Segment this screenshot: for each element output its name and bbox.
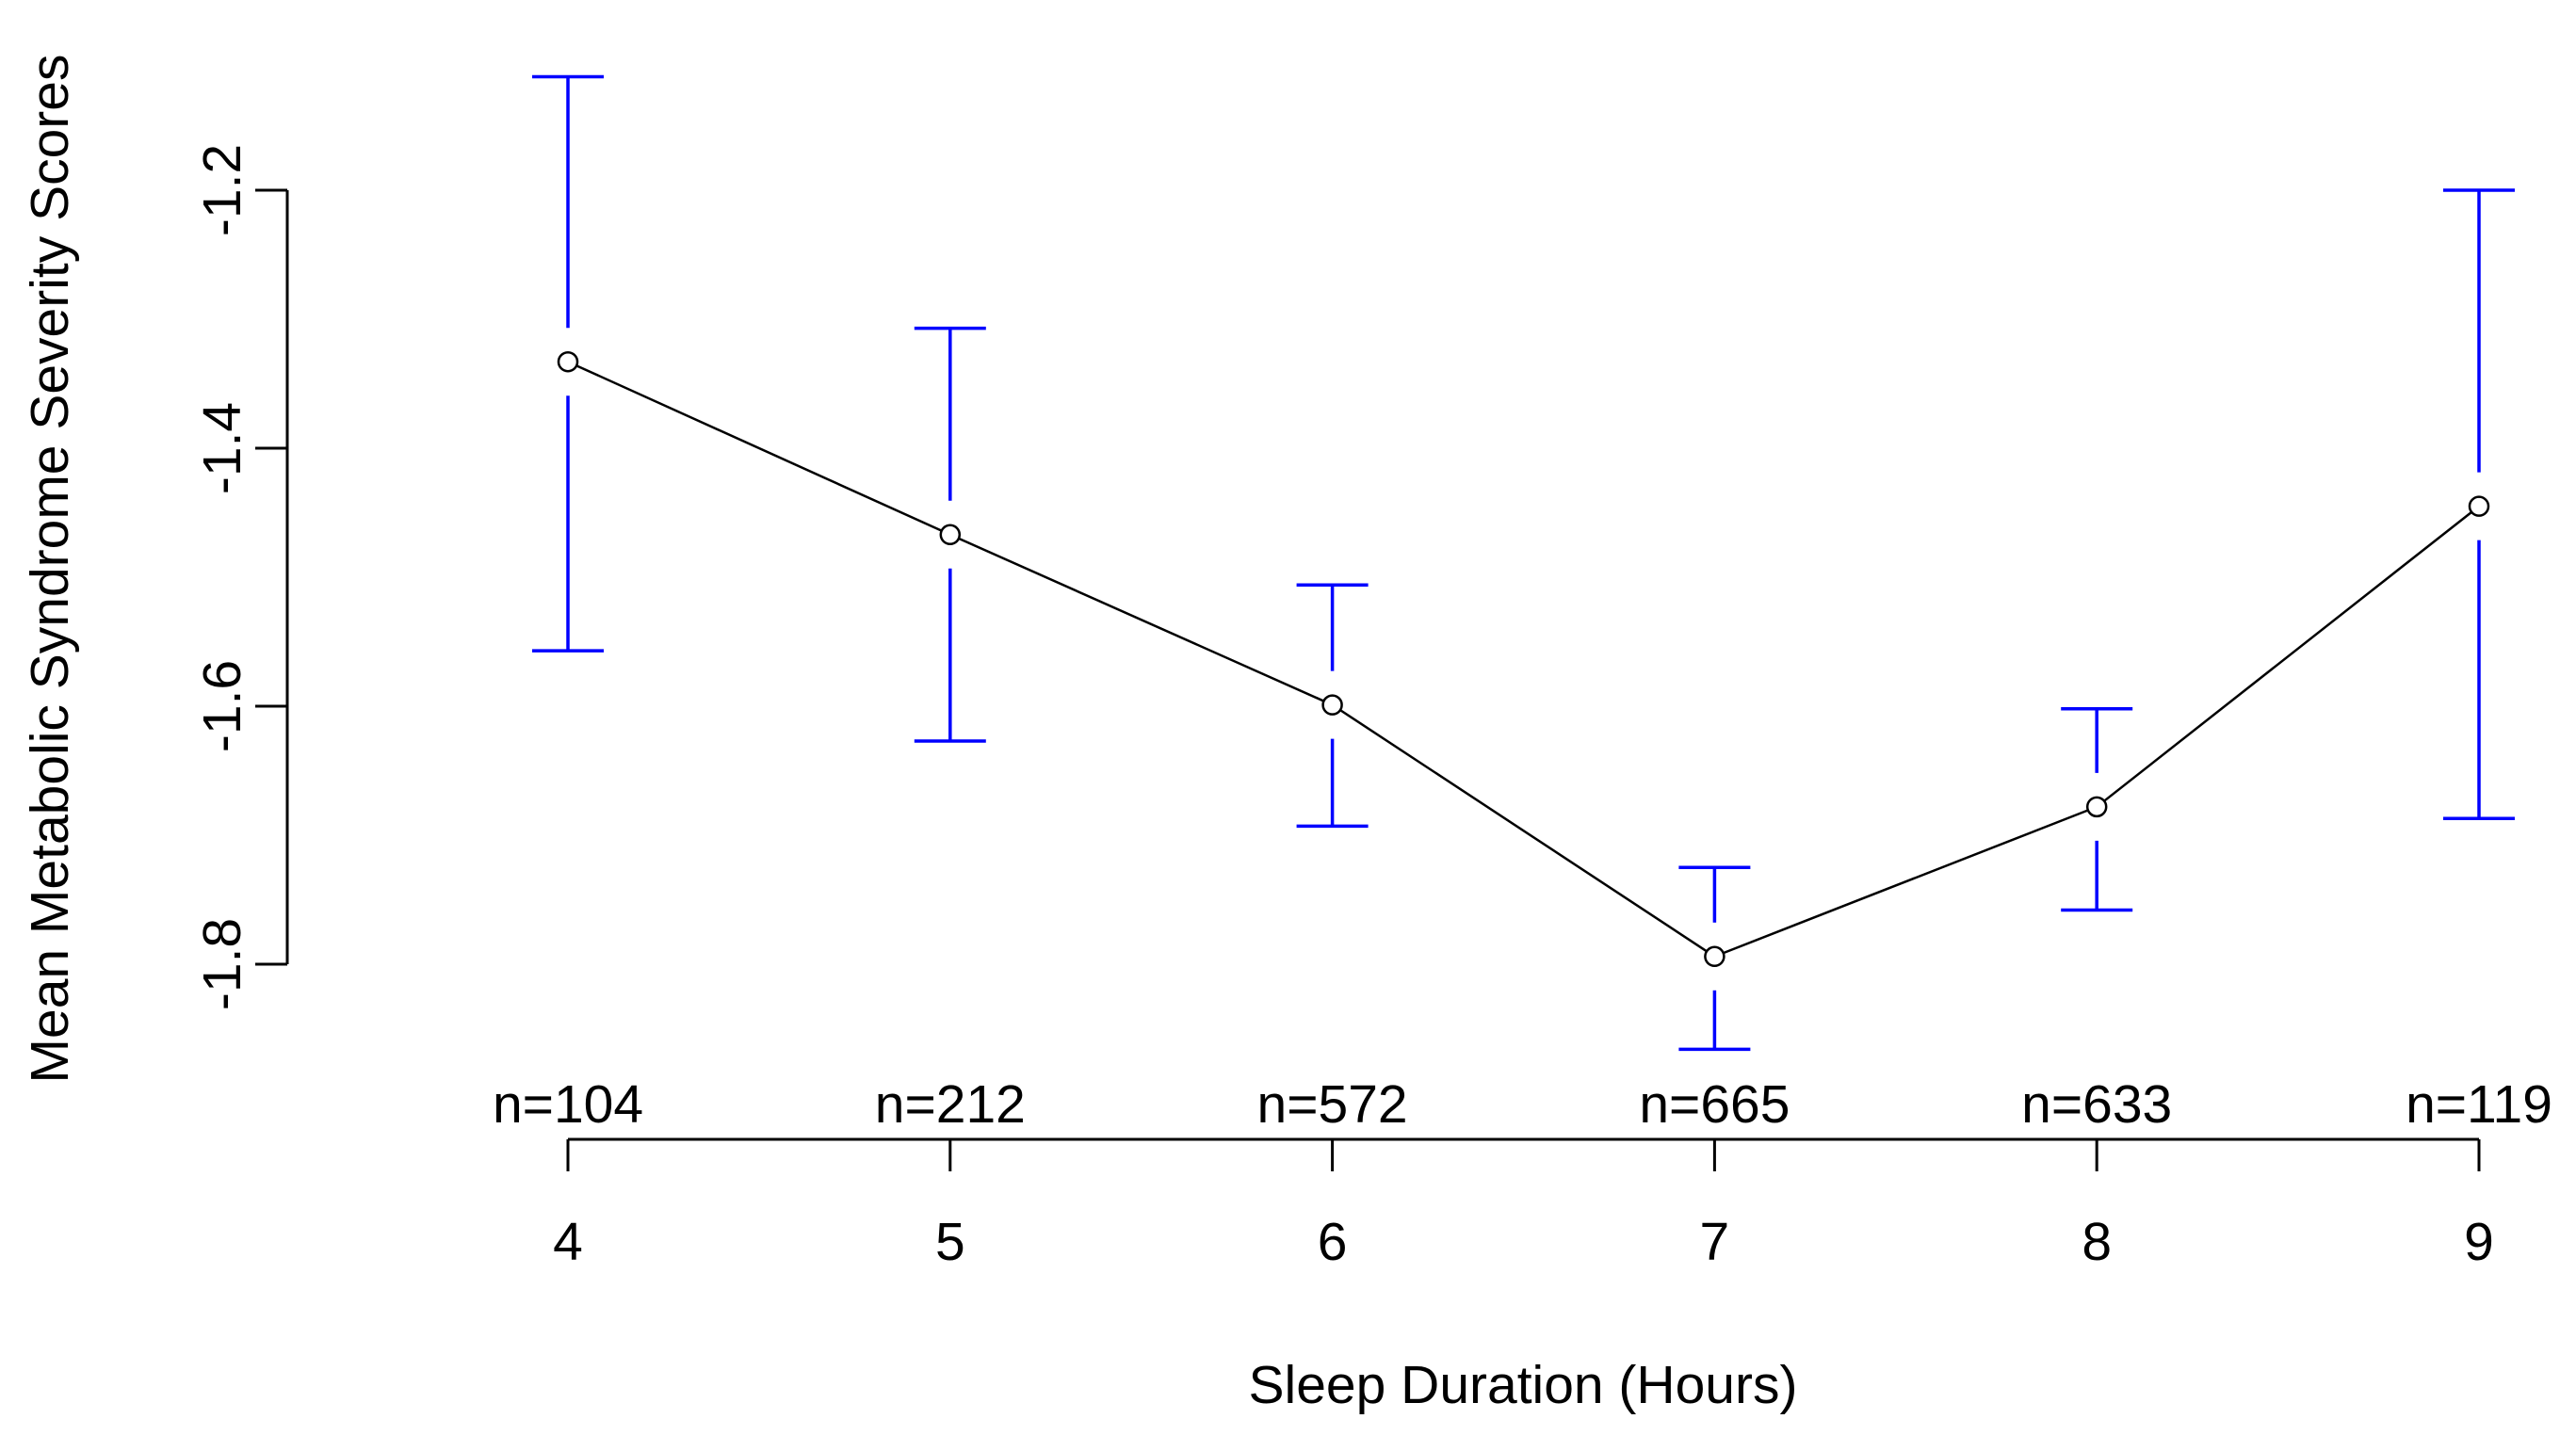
sample-size-label: n=665 [1639, 1074, 1790, 1135]
data-points [557, 350, 2490, 968]
y-tick-label: -1.8 [192, 918, 252, 1010]
x-axis: 4 n=104 5 n=212 6 n=572 7 n=665 8 n=633 9 n=119 [493, 1074, 2552, 1272]
series-segment [2103, 510, 2472, 802]
data-point [2468, 495, 2490, 517]
data-point [939, 524, 962, 546]
x-tick-label: 5 [935, 1212, 965, 1272]
series-segment [1723, 809, 2089, 955]
data-point [1321, 694, 1343, 716]
x-tick-label: 4 [553, 1212, 583, 1272]
y-tick-label: -1.2 [192, 144, 252, 236]
y-axis: -1.8 -1.6 -1.4 -1.2 [192, 144, 289, 1010]
series-line [575, 364, 2472, 955]
data-point [2085, 796, 2108, 818]
x-tick-label: 9 [2464, 1212, 2494, 1272]
series-segment [575, 364, 943, 532]
data-point [1704, 945, 1725, 968]
y-ticks: -1.8 -1.6 -1.4 -1.2 [192, 144, 287, 1010]
x-axis-title: Sleep Duration (Hours) [1249, 1355, 1798, 1415]
sample-size-label: n=572 [1257, 1074, 1408, 1135]
error-bars [532, 74, 2515, 1052]
x-tick-label: 6 [1318, 1212, 1348, 1272]
y-tick-label: -1.6 [192, 660, 252, 752]
x-tick-label: 7 [1700, 1212, 1730, 1272]
series-segment [958, 537, 1324, 702]
x-ticks: 4 n=104 5 n=212 6 n=572 7 n=665 8 n=633 9 n=119 [493, 1074, 2552, 1272]
y-tick-label: -1.4 [192, 402, 252, 494]
y-axis-title: Mean Metabolic Syndrome Severity Scores [20, 55, 80, 1084]
sample-size-label: n=104 [493, 1074, 643, 1135]
x-tick-label: 8 [2082, 1212, 2112, 1272]
series-segment [1339, 709, 1708, 953]
sample-size-label: n=633 [2021, 1074, 2172, 1135]
data-point [557, 350, 579, 373]
sample-size-label: n=119 [2406, 1074, 2552, 1135]
sample-size-label: n=212 [875, 1074, 1026, 1135]
